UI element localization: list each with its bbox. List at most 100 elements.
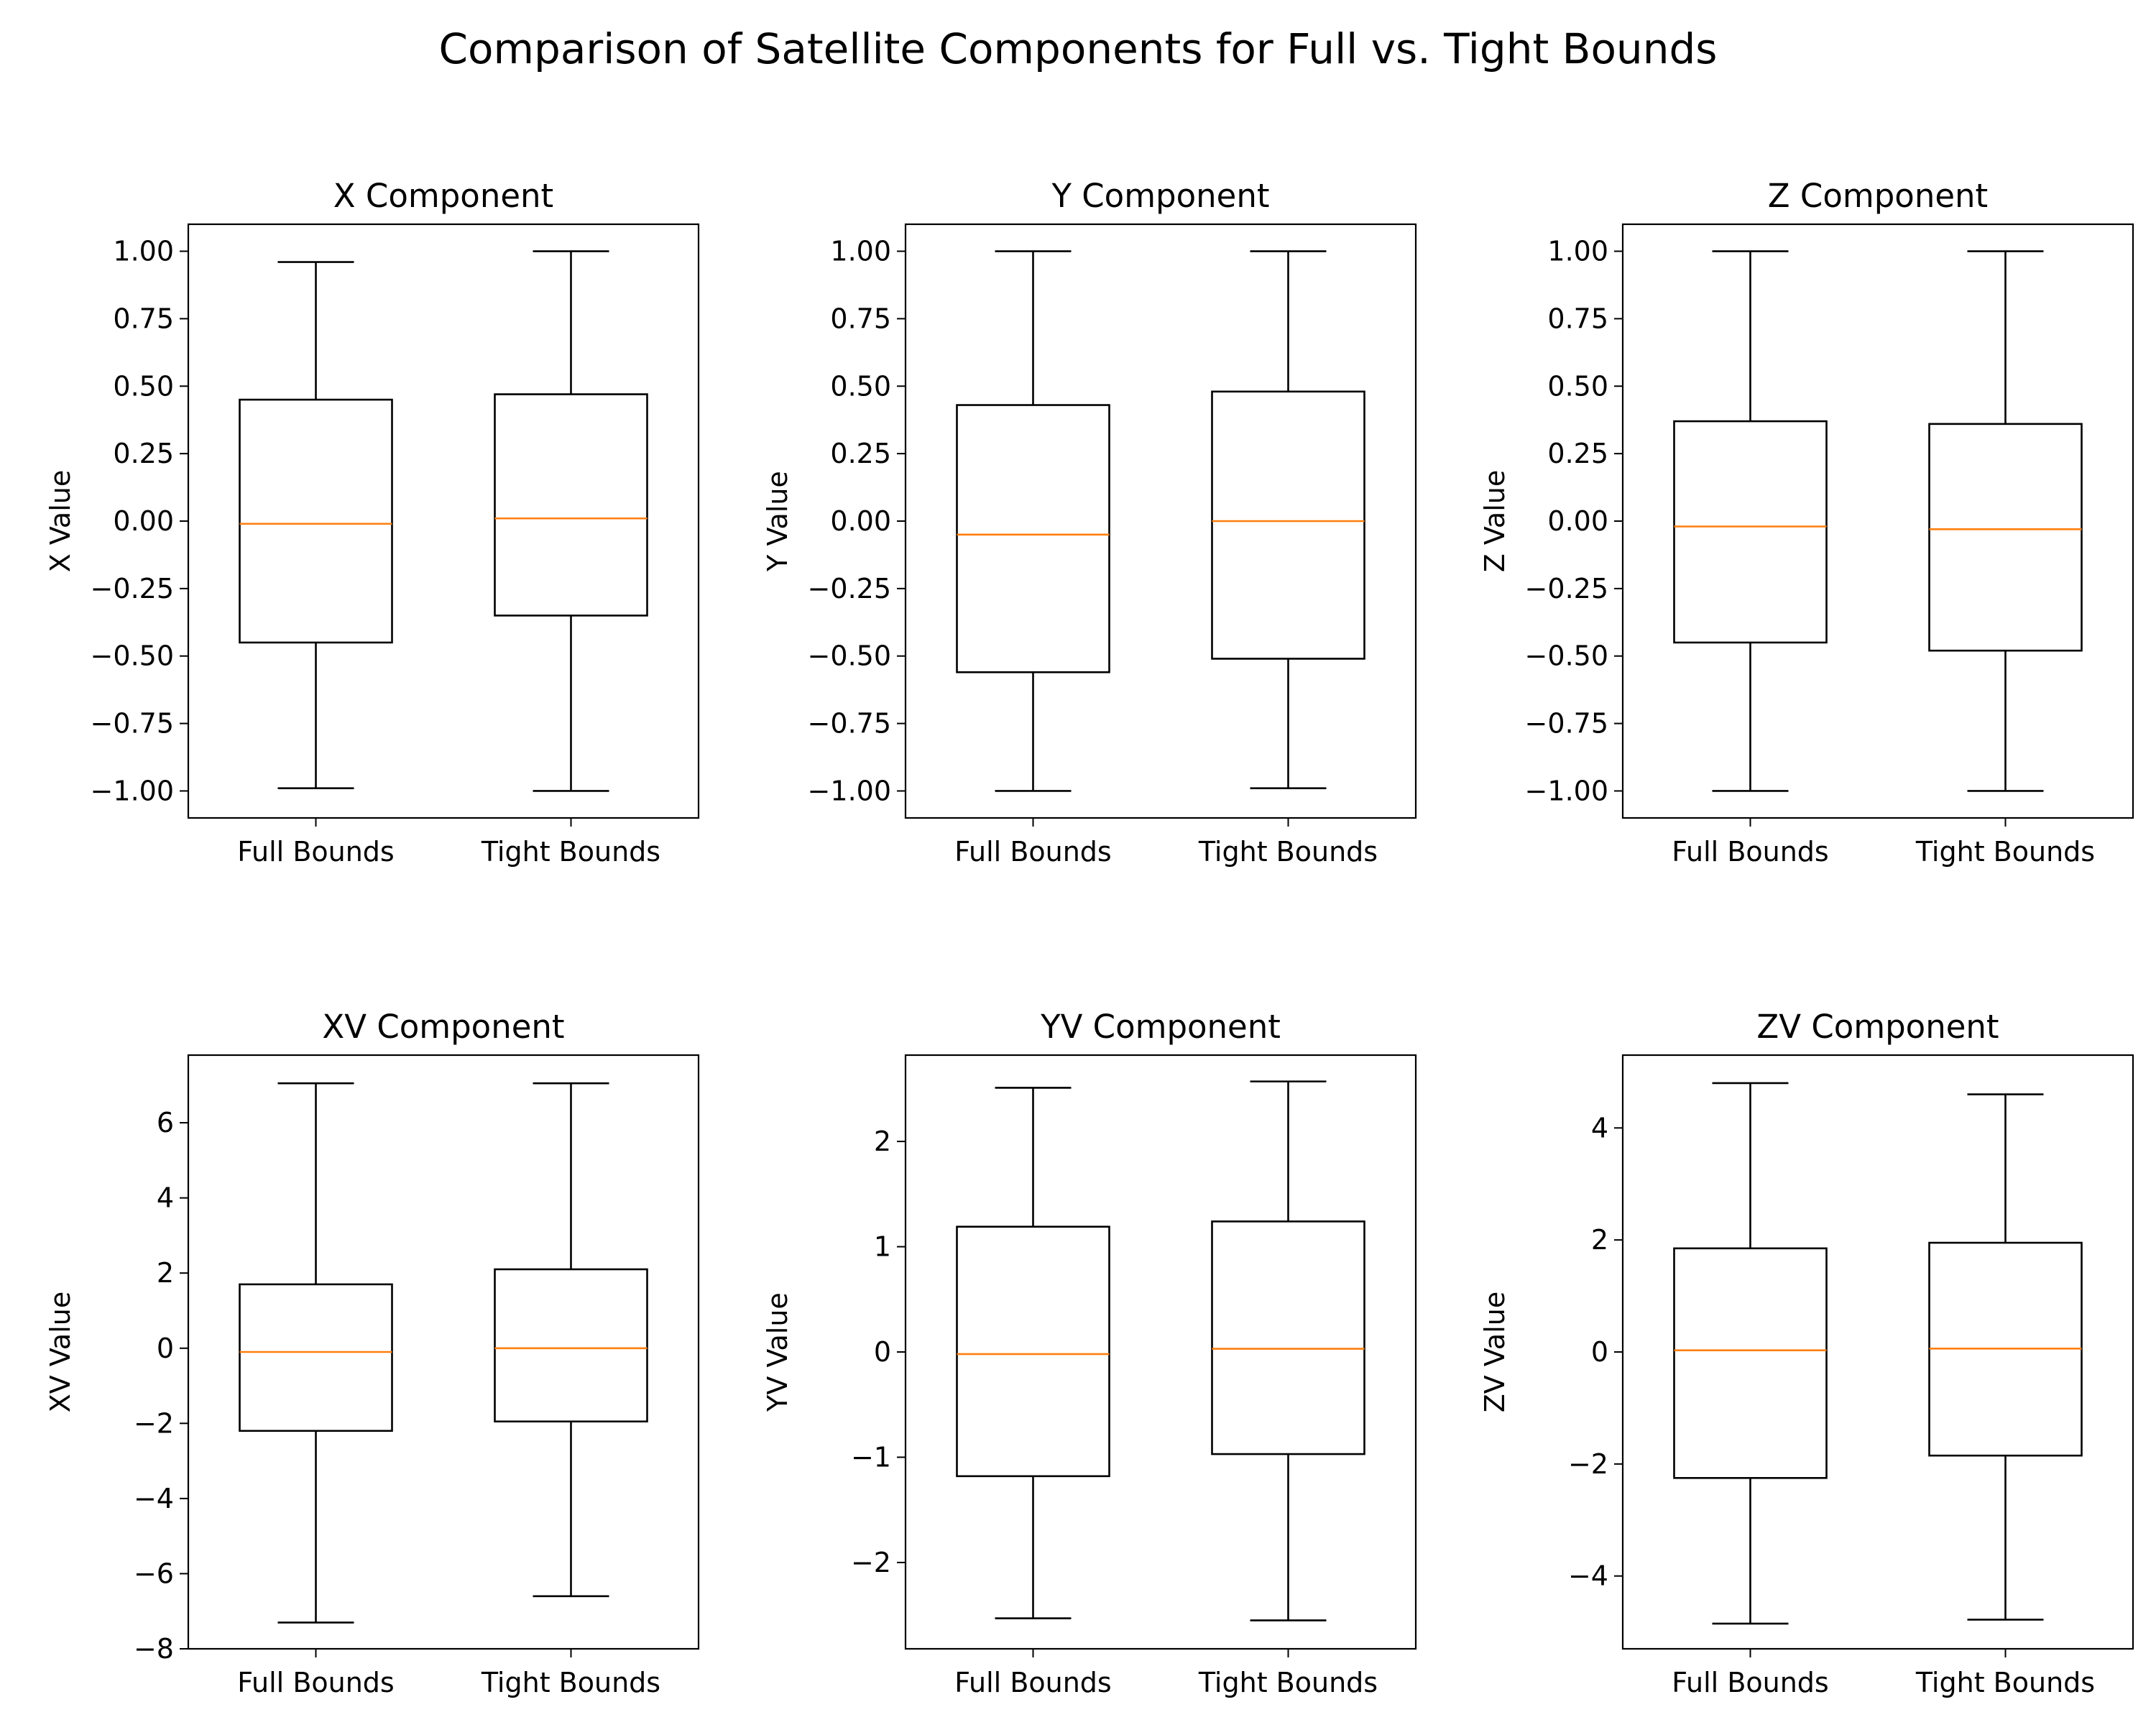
box-full-bounds xyxy=(239,261,393,789)
subplot-title: ZV Component xyxy=(1756,1008,1999,1046)
y-tick-label: 0 xyxy=(1591,1336,1608,1368)
box-tight-bounds xyxy=(1211,250,1365,789)
iqr-box xyxy=(1211,390,1365,660)
x-tick-label: Tight Bounds xyxy=(1198,836,1378,868)
iqr-box xyxy=(956,404,1110,673)
y-tick-label: 0.75 xyxy=(113,303,174,334)
box-full-bounds xyxy=(956,1087,1110,1619)
y-tick-label: 4 xyxy=(157,1182,174,1214)
y-tick-label: −0.25 xyxy=(808,573,891,604)
axes-frame xyxy=(904,223,1417,819)
box-tight-bounds xyxy=(1211,1080,1365,1622)
subplot-title: Y Component xyxy=(1051,177,1269,215)
y-axis-label: Z Value xyxy=(1479,470,1511,572)
box-tight-bounds xyxy=(494,1082,648,1598)
iqr-box xyxy=(494,1268,648,1423)
y-tick-label: 2 xyxy=(157,1257,174,1289)
iqr-box xyxy=(494,393,648,617)
box-tight-bounds xyxy=(1928,1093,2083,1621)
y-tick-label: −4 xyxy=(134,1483,174,1514)
subplot-4: XV Component XV Value −8 −6 −4 −2 0 2 4 6 Full Bou… xyxy=(45,1008,700,1698)
x-tick-label: Tight Bounds xyxy=(481,836,660,868)
y-tick-label: 2 xyxy=(1591,1224,1608,1256)
y-tick-label: 0.00 xyxy=(113,505,174,537)
axes-frame xyxy=(187,1054,700,1650)
x-tick-label: Tight Bounds xyxy=(1198,1667,1378,1698)
subplot-title: YV Component xyxy=(1040,1008,1281,1046)
y-tick-label: 0.75 xyxy=(830,303,891,334)
y-tick-label: 0.50 xyxy=(1547,370,1608,402)
y-axis-label: ZV Value xyxy=(1479,1292,1511,1412)
y-tick-label: 2 xyxy=(874,1126,891,1157)
y-tick-label: 0.00 xyxy=(1547,505,1608,537)
y-tick-label: 1.00 xyxy=(113,236,174,267)
box-full-bounds xyxy=(239,1082,393,1624)
y-tick-label: 6 xyxy=(157,1107,174,1138)
y-tick-label: −2 xyxy=(851,1547,891,1578)
x-tick-label: Full Bounds xyxy=(954,836,1111,868)
axes-frame xyxy=(187,223,700,819)
y-axis-label: XV Value xyxy=(45,1292,76,1412)
y-tick-label: 0 xyxy=(874,1336,891,1368)
y-tick-label: −2 xyxy=(134,1407,174,1439)
iqr-box xyxy=(1673,1247,1828,1479)
y-tick-label: 1.00 xyxy=(1547,236,1608,267)
y-tick-label: 4 xyxy=(1591,1112,1608,1144)
axes-frame xyxy=(1621,223,2134,819)
subplot-2: Y Component Y Value −1.00 −0.75 −0.50 −0.25 0.… xyxy=(762,177,1417,868)
axes-frame xyxy=(904,1054,1417,1650)
y-tick-label: 0.25 xyxy=(1547,438,1608,469)
y-tick-label: −8 xyxy=(134,1633,174,1665)
iqr-box xyxy=(239,398,393,644)
y-tick-label: 0 xyxy=(157,1333,174,1364)
iqr-box xyxy=(956,1225,1110,1478)
subplot-title: XV Component xyxy=(322,1008,564,1046)
box-tight-bounds xyxy=(1928,250,2083,792)
iqr-box xyxy=(1673,420,1828,644)
box-tight-bounds xyxy=(494,250,648,792)
y-tick-label: 0.00 xyxy=(830,505,891,537)
y-tick-label: 0.25 xyxy=(113,438,174,469)
box-full-bounds xyxy=(956,250,1110,792)
y-tick-label: −0.50 xyxy=(91,640,174,672)
iqr-box xyxy=(1211,1220,1365,1455)
x-tick-label: Full Bounds xyxy=(1672,1667,1828,1698)
figure-title: Comparison of Satellite Components for F… xyxy=(439,24,1718,73)
subplot-6: ZV Component ZV Value −4 −2 0 2 4 Full Bounds Ti… xyxy=(1479,1008,2134,1698)
axes-frame xyxy=(1621,1054,2134,1650)
y-axis-label: Y Value xyxy=(762,471,793,572)
y-tick-label: −0.75 xyxy=(91,708,174,740)
subplot-5: YV Component YV Value −2 −1 0 1 2 Full Bounds Ti… xyxy=(762,1008,1417,1698)
subplot-1: X Component X Value −1.00 −0.75 −0.50 −0.25 0.… xyxy=(45,177,700,868)
y-tick-label: −0.50 xyxy=(1525,640,1608,672)
y-tick-label: 0.25 xyxy=(830,438,891,469)
subplot-title: X Component xyxy=(333,177,553,215)
y-tick-label: −1.00 xyxy=(808,775,891,806)
iqr-box xyxy=(239,1283,393,1432)
y-tick-label: −0.50 xyxy=(808,640,891,672)
x-tick-label: Full Bounds xyxy=(237,1667,394,1698)
x-tick-label: Full Bounds xyxy=(1672,836,1828,868)
y-tick-label: 1 xyxy=(874,1231,891,1263)
y-tick-label: −0.25 xyxy=(1525,573,1608,604)
x-tick-label: Tight Bounds xyxy=(481,1667,660,1698)
subplot-grid: X Component X Value −1.00 −0.75 −0.50 −0.25 0.… xyxy=(45,177,2134,1698)
y-axis-label: X Value xyxy=(45,470,76,572)
iqr-box xyxy=(1928,423,2083,652)
subplot-title: Z Component xyxy=(1768,177,1988,215)
x-tick-label: Tight Bounds xyxy=(1915,1667,2095,1698)
x-tick-label: Full Bounds xyxy=(237,836,394,868)
y-tick-label: 0.50 xyxy=(830,370,891,402)
box-full-bounds xyxy=(1673,250,1828,792)
y-tick-label: −0.75 xyxy=(1525,708,1608,740)
subplot-3: Z Component Z Value −1.00 −0.75 −0.50 −0.25 0.… xyxy=(1479,177,2134,868)
box-full-bounds xyxy=(1673,1082,1828,1625)
y-tick-label: −1.00 xyxy=(1525,775,1608,806)
y-tick-label: 0.50 xyxy=(113,370,174,402)
y-tick-label: −0.75 xyxy=(808,708,891,740)
y-tick-label: 0.75 xyxy=(1547,303,1608,334)
y-tick-label: −2 xyxy=(1568,1448,1608,1480)
y-tick-label: −0.25 xyxy=(91,573,174,604)
y-axis-label: YV Value xyxy=(762,1292,793,1412)
